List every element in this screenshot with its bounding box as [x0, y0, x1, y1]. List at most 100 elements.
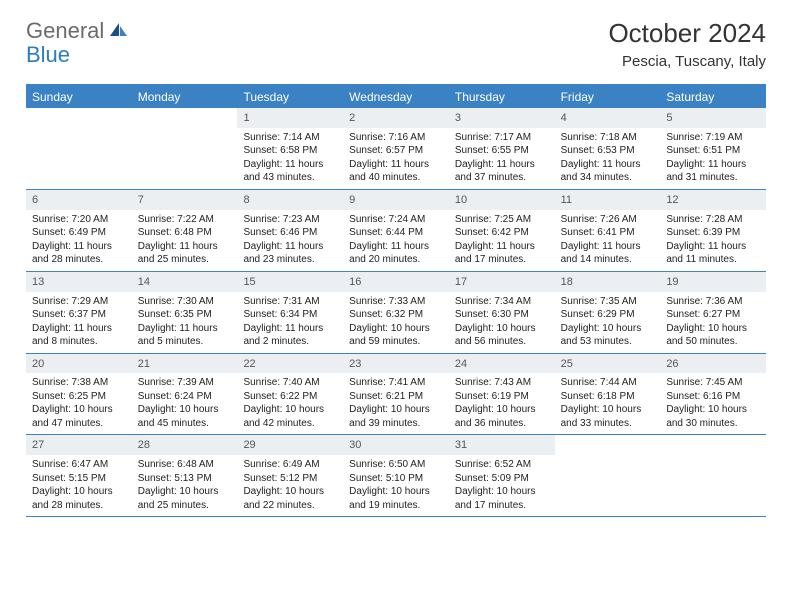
- day-number: 4: [555, 108, 661, 128]
- day-number: 17: [449, 272, 555, 292]
- daylight-text: Daylight: 11 hours and 8 minutes.: [32, 322, 126, 349]
- day-number: 7: [132, 190, 238, 210]
- logo-text-blue: Blue: [26, 42, 70, 67]
- day-number: 26: [660, 354, 766, 374]
- sunrise-text: Sunrise: 6:50 AM: [349, 458, 443, 472]
- sunrise-text: Sunrise: 7:34 AM: [455, 295, 549, 309]
- day-body: Sunrise: 7:35 AMSunset: 6:29 PMDaylight:…: [555, 292, 661, 353]
- sunrise-text: Sunrise: 7:19 AM: [666, 131, 760, 145]
- day-number: 6: [26, 190, 132, 210]
- day-body: Sunrise: 7:29 AMSunset: 6:37 PMDaylight:…: [26, 292, 132, 353]
- sunrise-text: Sunrise: 7:20 AM: [32, 213, 126, 227]
- sunrise-text: Sunrise: 7:45 AM: [666, 376, 760, 390]
- sunset-text: Sunset: 6:44 PM: [349, 226, 443, 240]
- day-header: Sunday: [26, 86, 132, 108]
- day-body: Sunrise: 7:44 AMSunset: 6:18 PMDaylight:…: [555, 373, 661, 434]
- sunset-text: Sunset: 6:35 PM: [138, 308, 232, 322]
- day-cell: 16Sunrise: 7:33 AMSunset: 6:32 PMDayligh…: [343, 272, 449, 353]
- sunset-text: Sunset: 5:12 PM: [243, 472, 337, 486]
- day-number: 30: [343, 435, 449, 455]
- daylight-text: Daylight: 10 hours and 39 minutes.: [349, 403, 443, 430]
- day-cell: 28Sunrise: 6:48 AMSunset: 5:13 PMDayligh…: [132, 435, 238, 516]
- day-header: Wednesday: [343, 86, 449, 108]
- day-cell: [660, 435, 766, 516]
- daylight-text: Daylight: 11 hours and 31 minutes.: [666, 158, 760, 185]
- day-body: Sunrise: 7:33 AMSunset: 6:32 PMDaylight:…: [343, 292, 449, 353]
- sunrise-text: Sunrise: 7:44 AM: [561, 376, 655, 390]
- day-number: 21: [132, 354, 238, 374]
- day-body: Sunrise: 7:31 AMSunset: 6:34 PMDaylight:…: [237, 292, 343, 353]
- day-number: 25: [555, 354, 661, 374]
- calendar: SundayMondayTuesdayWednesdayThursdayFrid…: [26, 84, 766, 517]
- day-body: Sunrise: 7:19 AMSunset: 6:51 PMDaylight:…: [660, 128, 766, 189]
- day-body: Sunrise: 7:24 AMSunset: 6:44 PMDaylight:…: [343, 210, 449, 271]
- sunset-text: Sunset: 6:39 PM: [666, 226, 760, 240]
- sunrise-text: Sunrise: 6:47 AM: [32, 458, 126, 472]
- sunrise-text: Sunrise: 7:41 AM: [349, 376, 443, 390]
- location: Pescia, Tuscany, Italy: [608, 53, 766, 70]
- month-title: October 2024: [608, 18, 766, 49]
- day-cell: [555, 435, 661, 516]
- week-row: 20Sunrise: 7:38 AMSunset: 6:25 PMDayligh…: [26, 354, 766, 436]
- sunset-text: Sunset: 5:09 PM: [455, 472, 549, 486]
- logo-text-general: General: [26, 18, 104, 44]
- daylight-text: Daylight: 11 hours and 43 minutes.: [243, 158, 337, 185]
- day-cell: 26Sunrise: 7:45 AMSunset: 6:16 PMDayligh…: [660, 354, 766, 435]
- day-cell: 25Sunrise: 7:44 AMSunset: 6:18 PMDayligh…: [555, 354, 661, 435]
- sunset-text: Sunset: 6:32 PM: [349, 308, 443, 322]
- day-body: Sunrise: 7:45 AMSunset: 6:16 PMDaylight:…: [660, 373, 766, 434]
- sunset-text: Sunset: 6:51 PM: [666, 144, 760, 158]
- day-cell: 29Sunrise: 6:49 AMSunset: 5:12 PMDayligh…: [237, 435, 343, 516]
- day-cell: 7Sunrise: 7:22 AMSunset: 6:48 PMDaylight…: [132, 190, 238, 271]
- day-body: Sunrise: 7:38 AMSunset: 6:25 PMDaylight:…: [26, 373, 132, 434]
- sunset-text: Sunset: 6:30 PM: [455, 308, 549, 322]
- sunset-text: Sunset: 6:42 PM: [455, 226, 549, 240]
- daylight-text: Daylight: 11 hours and 17 minutes.: [455, 240, 549, 267]
- header: General October 2024 Pescia, Tuscany, It…: [26, 18, 766, 70]
- day-cell: 18Sunrise: 7:35 AMSunset: 6:29 PMDayligh…: [555, 272, 661, 353]
- page: General October 2024 Pescia, Tuscany, It…: [0, 0, 792, 535]
- day-number: 31: [449, 435, 555, 455]
- sunrise-text: Sunrise: 7:30 AM: [138, 295, 232, 309]
- daylight-text: Daylight: 10 hours and 33 minutes.: [561, 403, 655, 430]
- day-header: Thursday: [449, 86, 555, 108]
- day-cell: 19Sunrise: 7:36 AMSunset: 6:27 PMDayligh…: [660, 272, 766, 353]
- sunset-text: Sunset: 6:53 PM: [561, 144, 655, 158]
- daylight-text: Daylight: 11 hours and 28 minutes.: [32, 240, 126, 267]
- daylight-text: Daylight: 10 hours and 50 minutes.: [666, 322, 760, 349]
- sunrise-text: Sunrise: 7:31 AM: [243, 295, 337, 309]
- day-cell: 3Sunrise: 7:17 AMSunset: 6:55 PMDaylight…: [449, 108, 555, 189]
- sunrise-text: Sunrise: 7:25 AM: [455, 213, 549, 227]
- day-cell: 2Sunrise: 7:16 AMSunset: 6:57 PMDaylight…: [343, 108, 449, 189]
- day-number: 13: [26, 272, 132, 292]
- day-number: 8: [237, 190, 343, 210]
- sunset-text: Sunset: 6:58 PM: [243, 144, 337, 158]
- day-cell: 23Sunrise: 7:41 AMSunset: 6:21 PMDayligh…: [343, 354, 449, 435]
- daylight-text: Daylight: 10 hours and 59 minutes.: [349, 322, 443, 349]
- day-cell: 14Sunrise: 7:30 AMSunset: 6:35 PMDayligh…: [132, 272, 238, 353]
- day-number: 12: [660, 190, 766, 210]
- day-body: Sunrise: 7:28 AMSunset: 6:39 PMDaylight:…: [660, 210, 766, 271]
- daylight-text: Daylight: 10 hours and 17 minutes.: [455, 485, 549, 512]
- week-row: 13Sunrise: 7:29 AMSunset: 6:37 PMDayligh…: [26, 272, 766, 354]
- sunset-text: Sunset: 6:29 PM: [561, 308, 655, 322]
- sunset-text: Sunset: 6:27 PM: [666, 308, 760, 322]
- day-cell: 27Sunrise: 6:47 AMSunset: 5:15 PMDayligh…: [26, 435, 132, 516]
- day-cell: 4Sunrise: 7:18 AMSunset: 6:53 PMDaylight…: [555, 108, 661, 189]
- sunrise-text: Sunrise: 7:40 AM: [243, 376, 337, 390]
- sunrise-text: Sunrise: 6:52 AM: [455, 458, 549, 472]
- sail-icon: [108, 21, 128, 44]
- daylight-text: Daylight: 10 hours and 36 minutes.: [455, 403, 549, 430]
- sunrise-text: Sunrise: 7:16 AM: [349, 131, 443, 145]
- sunset-text: Sunset: 6:55 PM: [455, 144, 549, 158]
- sunrise-text: Sunrise: 7:38 AM: [32, 376, 126, 390]
- day-number: 29: [237, 435, 343, 455]
- daylight-text: Daylight: 10 hours and 19 minutes.: [349, 485, 443, 512]
- day-body: Sunrise: 6:50 AMSunset: 5:10 PMDaylight:…: [343, 455, 449, 516]
- day-number: 15: [237, 272, 343, 292]
- day-body: Sunrise: 6:52 AMSunset: 5:09 PMDaylight:…: [449, 455, 555, 516]
- daylight-text: Daylight: 10 hours and 56 minutes.: [455, 322, 549, 349]
- daylight-text: Daylight: 10 hours and 53 minutes.: [561, 322, 655, 349]
- logo: General: [26, 18, 130, 44]
- day-cell: 9Sunrise: 7:24 AMSunset: 6:44 PMDaylight…: [343, 190, 449, 271]
